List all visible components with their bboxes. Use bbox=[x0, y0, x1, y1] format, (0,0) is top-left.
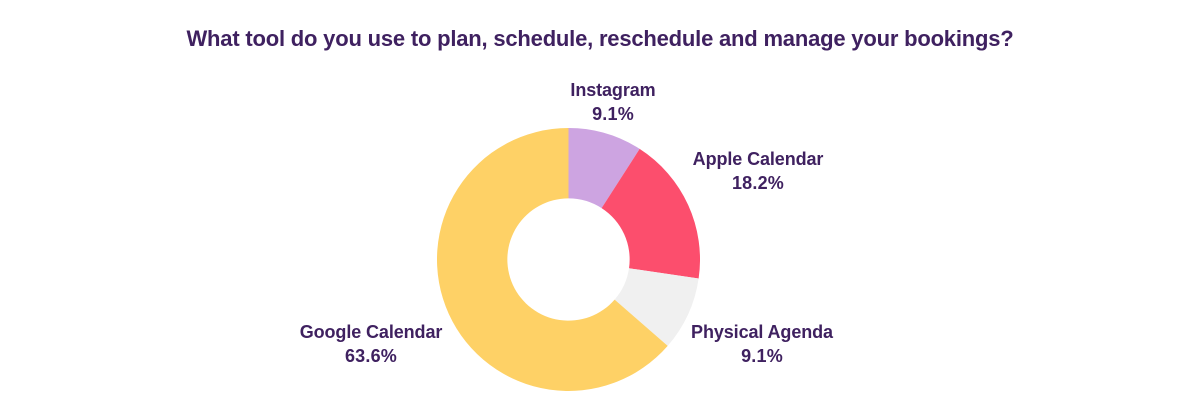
label-google-calendar: Google Calendar 63.6% bbox=[261, 320, 481, 368]
segment-label: Google Calendar bbox=[299, 322, 443, 342]
segment-label: Apple Calendar bbox=[692, 149, 824, 169]
segment-percent: 9.1% bbox=[741, 346, 783, 366]
donut-chart bbox=[436, 128, 701, 391]
chart-title: What tool do you use to plan, schedule, … bbox=[186, 26, 1014, 51]
label-instagram: Instagram 9.1% bbox=[503, 78, 723, 126]
label-apple-calendar: Apple Calendar 18.2% bbox=[648, 147, 868, 195]
segment-percent: 63.6% bbox=[344, 346, 398, 366]
donut-segment-google-calendar bbox=[436, 128, 668, 391]
label-physical-agenda: Physical Agenda 9.1% bbox=[652, 320, 872, 368]
segment-label: Instagram bbox=[570, 80, 656, 100]
segment-percent: 18.2% bbox=[731, 173, 785, 193]
segment-label: Physical Agenda bbox=[691, 322, 833, 342]
donut-segment-instagram bbox=[568, 128, 640, 209]
donut-segment-apple-calendar bbox=[601, 148, 701, 279]
donut-segment-physical-agenda bbox=[614, 268, 699, 346]
segment-percent: 9.1% bbox=[592, 104, 634, 124]
donut-chart-svg bbox=[436, 128, 701, 391]
